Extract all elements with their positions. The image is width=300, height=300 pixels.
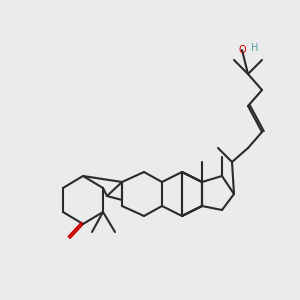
Text: O: O	[238, 45, 246, 55]
Text: H: H	[251, 43, 259, 53]
